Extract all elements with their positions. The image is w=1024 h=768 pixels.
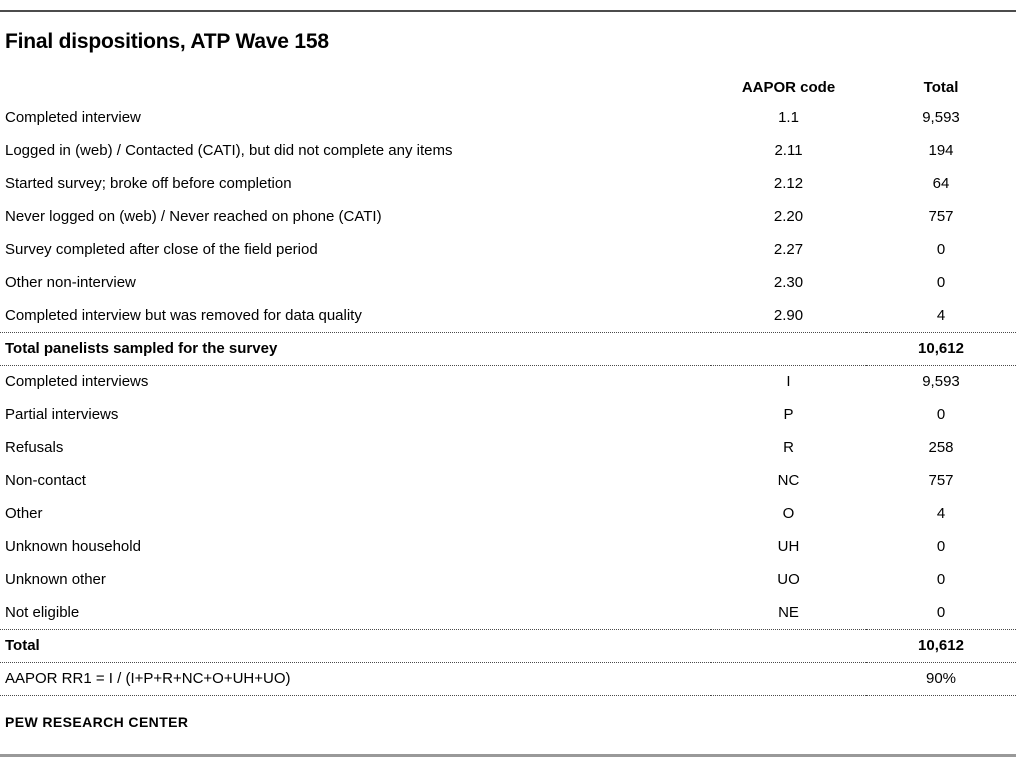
table-row: Partial interviews P 0: [0, 398, 1016, 431]
bottom-rule: [0, 753, 1016, 757]
aapor-code-cell: 2.11: [774, 142, 803, 159]
total-cell: 0: [936, 274, 946, 291]
table-row-aapor-rr1: AAPOR RR1 = I / (I+P+R+NC+O+UH+UO) 90%: [0, 662, 1016, 695]
aapor-code-cell: 1.1: [778, 109, 799, 126]
table-row: Completed interview 1.1 9,593: [0, 101, 1016, 134]
total-cell: 90%: [925, 670, 957, 687]
row-label: Survey completed after close of the fiel…: [5, 241, 318, 258]
aapor-code-cell: [711, 662, 866, 695]
total-cell: 9,593: [922, 109, 960, 126]
total-cell: 4: [936, 306, 946, 324]
total-cell: 10,612: [918, 340, 964, 357]
aapor-code-cell: O: [782, 505, 795, 522]
aapor-code-cell: UO: [777, 571, 800, 588]
table-row: Unknown household UH 0: [0, 530, 1016, 563]
total-cell: 10,612: [918, 637, 964, 654]
total-cell: 0: [936, 241, 946, 258]
row-label: Non-contact: [5, 472, 86, 489]
table-header-row: AAPOR code Total: [0, 73, 1016, 101]
row-label: Total panelists sampled for the survey: [5, 340, 278, 357]
row-label: Total: [5, 637, 40, 654]
total-cell: 0: [936, 538, 946, 555]
aapor-code-cell: 2.12: [773, 175, 804, 192]
table-row: Non-contact NC 757: [0, 464, 1016, 497]
footer-brand: PEW RESEARCH CENTER: [5, 713, 189, 730]
row-label: Other non-interview: [5, 274, 136, 291]
total-cell: 0: [936, 603, 946, 621]
row-label: Other: [5, 505, 43, 522]
aapor-code-cell: NE: [778, 603, 799, 621]
aapor-code-cell: 2.20: [773, 208, 804, 225]
total-cell: 0: [936, 571, 946, 588]
aapor-code-cell: [711, 629, 866, 662]
row-label: Completed interview: [5, 109, 141, 126]
total-cell: 0: [936, 406, 946, 423]
table-row: Never logged on (web) / Never reached on…: [0, 200, 1016, 233]
table-row: Other O 4: [0, 497, 1016, 530]
aapor-code-cell: 2.90: [773, 306, 804, 324]
table-row: Refusals R 258: [0, 431, 1016, 464]
row-label: Not eligible: [5, 603, 80, 621]
table-row: Unknown other UO 0: [0, 563, 1016, 596]
table-row: Completed interviews I 9,593: [0, 365, 1016, 398]
row-label: Started survey; broke off before complet…: [5, 175, 292, 192]
aapor-code-cell: R: [783, 439, 794, 456]
row-label: Unknown other: [5, 571, 106, 588]
row-label: AAPOR RR1 = I / (I+P+R+NC+O+UH+UO): [5, 670, 291, 687]
total-cell: 4: [936, 505, 946, 522]
row-label: Logged in (web) / Contacted (CATI), but …: [5, 142, 453, 159]
row-label: Unknown household: [5, 538, 141, 555]
total-cell: 757: [928, 208, 954, 225]
row-label: Partial interviews: [5, 406, 119, 423]
total-cell: 194: [928, 142, 954, 159]
final-dispositions-table: AAPOR code Total Completed interview 1.1…: [0, 73, 1016, 696]
total-cell: 757: [928, 472, 954, 489]
column-header-aapor-code: AAPOR code: [741, 78, 836, 96]
total-cell: 9,593: [922, 373, 960, 391]
table-row-total-panelists: Total panelists sampled for the survey 1…: [0, 332, 1016, 365]
table-row: Started survey; broke off before complet…: [0, 167, 1016, 200]
total-cell: 64: [932, 175, 950, 192]
aapor-code-cell: [711, 332, 866, 365]
table-row: Survey completed after close of the fiel…: [0, 233, 1016, 266]
row-label: Completed interviews: [5, 373, 149, 391]
row-label: Never logged on (web) / Never reached on…: [5, 208, 382, 225]
top-rule: [0, 10, 1016, 12]
aapor-code-cell: UH: [777, 538, 800, 555]
aapor-code-cell: 2.30: [773, 274, 804, 291]
table-row: Completed interview but was removed for …: [0, 299, 1016, 332]
table-row: Logged in (web) / Contacted (CATI), but …: [0, 134, 1016, 167]
row-label: Refusals: [5, 439, 64, 456]
row-label: Completed interview but was removed for …: [5, 306, 362, 324]
table-row-grand-total: Total 10,612: [0, 629, 1016, 662]
aapor-code-cell: NC: [777, 472, 800, 489]
column-header-label: [0, 73, 711, 101]
page-title: Final dispositions, ATP Wave 158: [5, 30, 329, 53]
aapor-code-cell: 2.27: [773, 241, 804, 258]
table-row: Other non-interview 2.30 0: [0, 266, 1016, 299]
column-header-total: Total: [923, 78, 959, 96]
aapor-code-cell: I: [786, 373, 791, 391]
aapor-code-cell: P: [783, 406, 794, 423]
table-row: Not eligible NE 0: [0, 596, 1016, 629]
total-cell: 258: [928, 439, 954, 456]
